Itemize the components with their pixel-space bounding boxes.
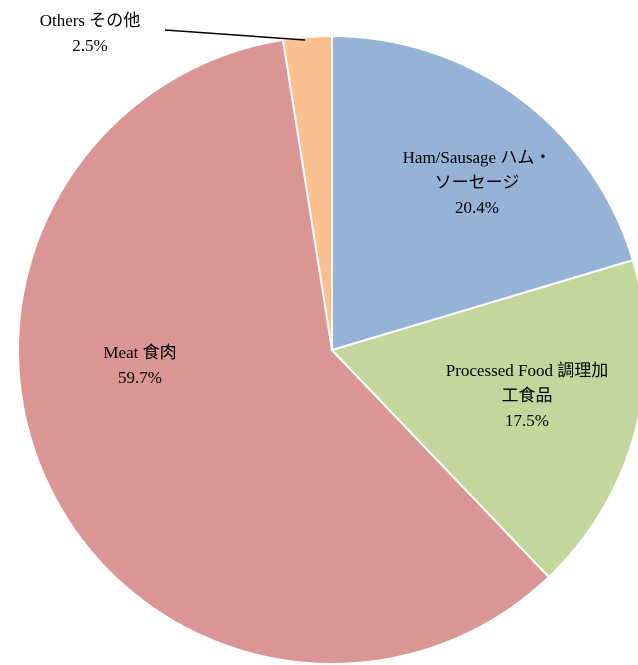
slice-label: Meat 食肉 59.7% [40,340,240,390]
value-label: 20.4% [455,198,499,217]
category-name: Others その他 [39,11,141,30]
slice-label: Processed Food 調理加工食品 17.5% [442,358,612,433]
value-label: 17.5% [505,411,549,430]
value-label: 59.7% [118,368,162,387]
value-label: 2.5% [72,36,108,55]
category-name: Ham/Sausage ハム・ソーセージ [402,148,552,192]
slice-label: Ham/Sausage ハム・ソーセージ 20.4% [402,145,552,220]
pie-slice [330,258,638,579]
category-name: Processed Food 調理加工食品 [445,361,609,405]
pie-slice [331,34,635,352]
leader-line [164,29,306,41]
pie-slice [17,38,551,665]
slice-label: Others その他 2.5% [38,8,142,58]
category-name: Meat 食肉 [103,343,177,362]
